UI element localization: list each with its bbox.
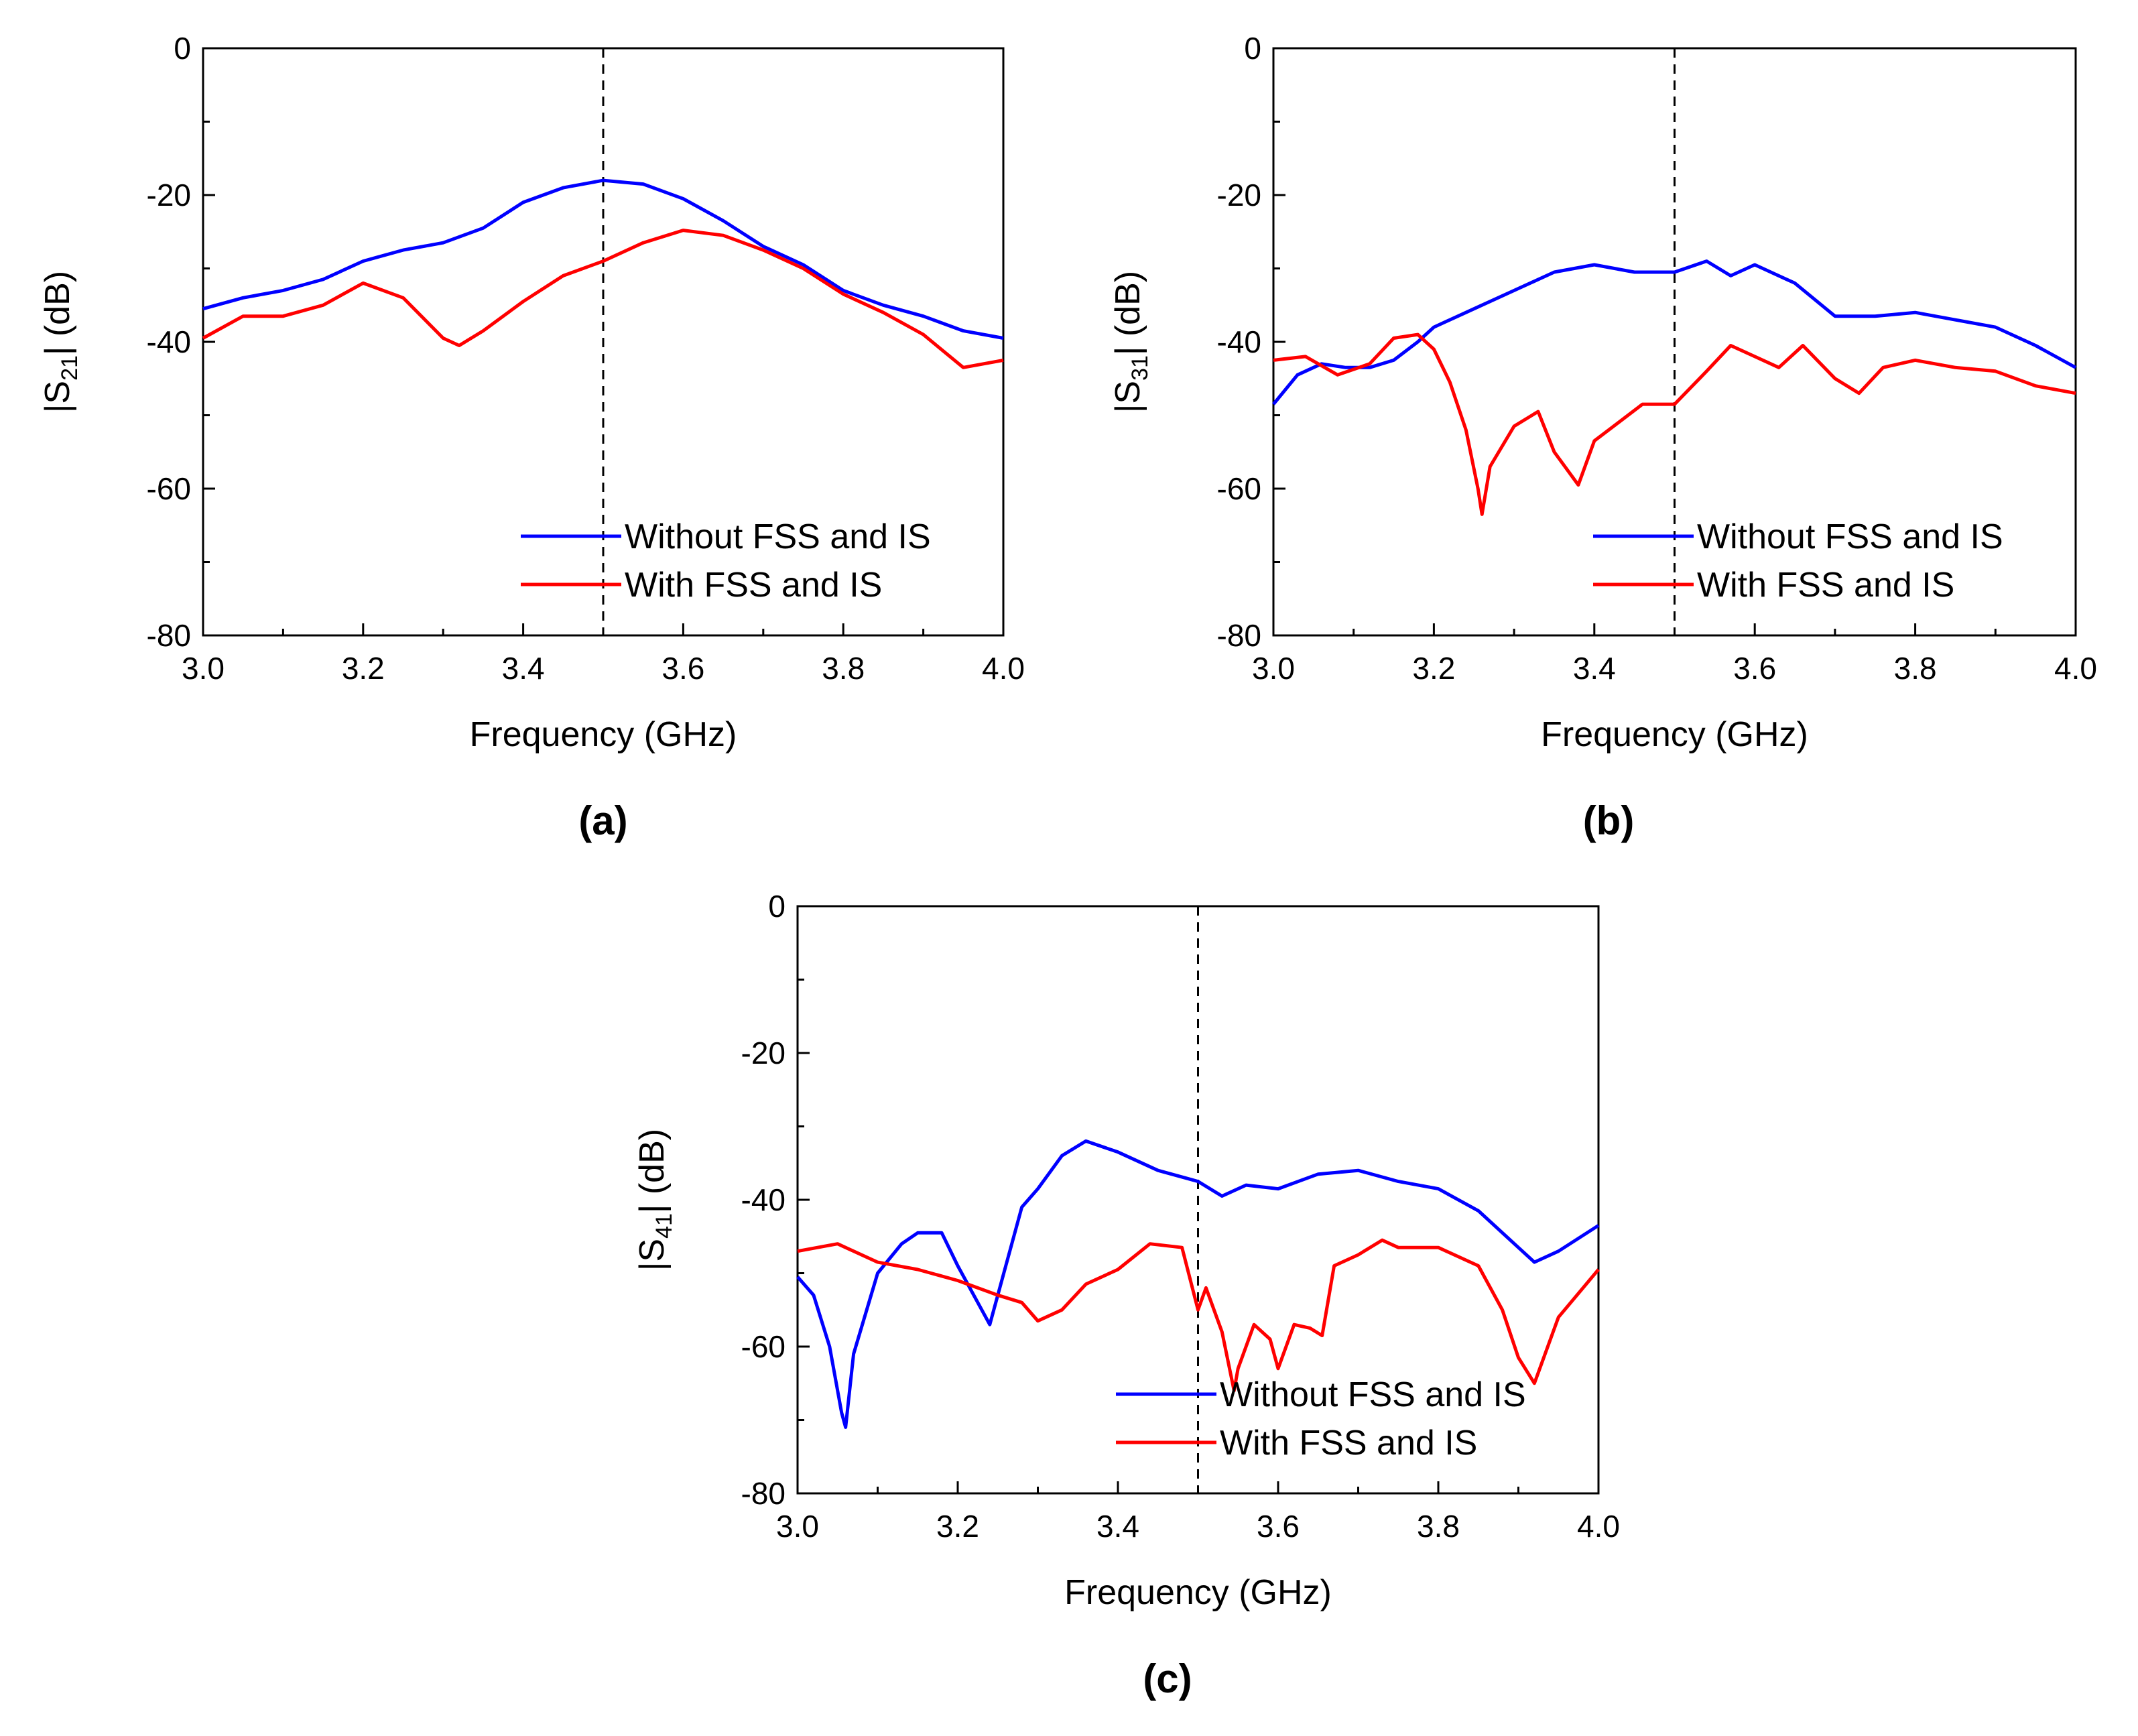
y-axis-title-prefix: |S xyxy=(38,381,77,413)
x-tick-label: 3.2 xyxy=(936,1509,979,1544)
y-tick-label: -60 xyxy=(741,1329,785,1364)
x-tick-label: 3.4 xyxy=(502,651,545,686)
x-tick-label: 3.8 xyxy=(1894,651,1937,686)
x-tick-label: 3.6 xyxy=(662,651,704,686)
x-tick-label: 4.0 xyxy=(982,651,1025,686)
y-tick-label: -20 xyxy=(741,1036,785,1070)
y-axis-title-suffix: | (dB) xyxy=(1109,271,1147,355)
y-axis-title: |S41| (dB) xyxy=(633,1129,677,1271)
y-tick-label: -40 xyxy=(1217,324,1261,359)
series-line-with-fss xyxy=(202,229,1004,369)
panel-label: (a) xyxy=(578,798,627,843)
x-tick-label: 3.8 xyxy=(822,651,865,686)
x-axis-title: Frequency (GHz) xyxy=(1064,1573,1332,1612)
x-tick-label: 3.2 xyxy=(1412,651,1455,686)
y-axis-title: |S21| (dB) xyxy=(38,271,82,413)
legend-label: With FSS and IS xyxy=(1697,566,1954,605)
chart-panel-a: 3.0 3.2 3.4 3.6 3.8 4.0 0 -20 -40 -60 -80 Without F… xyxy=(38,31,1025,843)
y-axis-title-prefix: |S xyxy=(1109,381,1147,413)
x-tick-label: 3.0 xyxy=(776,1509,819,1544)
x-tick-label: 3.0 xyxy=(1252,651,1295,686)
x-tick-label: 3.6 xyxy=(1257,1509,1300,1544)
y-tick-label: -80 xyxy=(741,1476,785,1511)
series-line-without-fss xyxy=(1272,259,2077,406)
y-axis-title-subscript: 21 xyxy=(57,355,82,381)
x-tick-label: 3.6 xyxy=(1733,651,1776,686)
x-tick-label: 3.0 xyxy=(182,651,225,686)
panel-label: (b) xyxy=(1583,798,1635,843)
legend-label: Without FSS and IS xyxy=(1697,517,2003,556)
series-line-without-fss xyxy=(796,1139,1600,1429)
y-tick-label: 0 xyxy=(174,31,191,66)
y-axis-title: |S31| (dB) xyxy=(1109,271,1153,413)
y-tick-label: -60 xyxy=(147,471,191,506)
y-tick-label: -20 xyxy=(1217,178,1261,212)
y-tick-label: 0 xyxy=(768,889,785,924)
y-axis-title-subscript: 31 xyxy=(1127,355,1153,381)
series-line-with-fss xyxy=(1273,332,2076,516)
y-tick-label: -20 xyxy=(147,178,191,212)
series-line-without-fss xyxy=(202,178,1004,340)
legend-label: With FSS and IS xyxy=(625,566,882,605)
panel-label: (c) xyxy=(1143,1656,1192,1701)
legend-label: Without FSS and IS xyxy=(625,517,931,556)
x-tick-label: 3.8 xyxy=(1417,1509,1460,1544)
x-axis-title: Frequency (GHz) xyxy=(470,715,737,754)
legend-label: Without FSS and IS xyxy=(1220,1375,1526,1414)
y-axis-title-subscript: 41 xyxy=(651,1213,677,1239)
y-tick-label: -80 xyxy=(1217,618,1261,653)
y-tick-label: -40 xyxy=(147,324,191,359)
y-axis-title-prefix: |S xyxy=(633,1239,672,1271)
y-tick-label: -60 xyxy=(1217,471,1261,506)
legend-label: With FSS and IS xyxy=(1220,1424,1477,1463)
x-tick-label: 3.4 xyxy=(1096,1509,1139,1544)
x-tick-label: 4.0 xyxy=(2054,651,2097,686)
x-tick-label: 3.4 xyxy=(1573,651,1616,686)
chart-panel-b: 3.0 3.2 3.4 3.6 3.8 4.0 0 -20 -40 -60 -80 Without F… xyxy=(1109,31,2097,843)
series-line-with-fss xyxy=(797,1238,1600,1393)
y-tick-label: -80 xyxy=(147,618,191,653)
chart-panel-c: 3.0 3.2 3.4 3.6 3.8 4.0 0 -20 -40 -60 -80 Without F… xyxy=(633,889,1620,1701)
x-tick-label: 3.2 xyxy=(342,651,385,686)
y-tick-label: 0 xyxy=(1244,31,1261,66)
y-axis-title-suffix: | (dB) xyxy=(633,1129,672,1213)
y-axis-title-suffix: | (dB) xyxy=(38,271,77,355)
x-axis-title: Frequency (GHz) xyxy=(1541,715,1808,754)
y-tick-label: -40 xyxy=(741,1182,785,1217)
x-tick-label: 4.0 xyxy=(1577,1509,1620,1544)
